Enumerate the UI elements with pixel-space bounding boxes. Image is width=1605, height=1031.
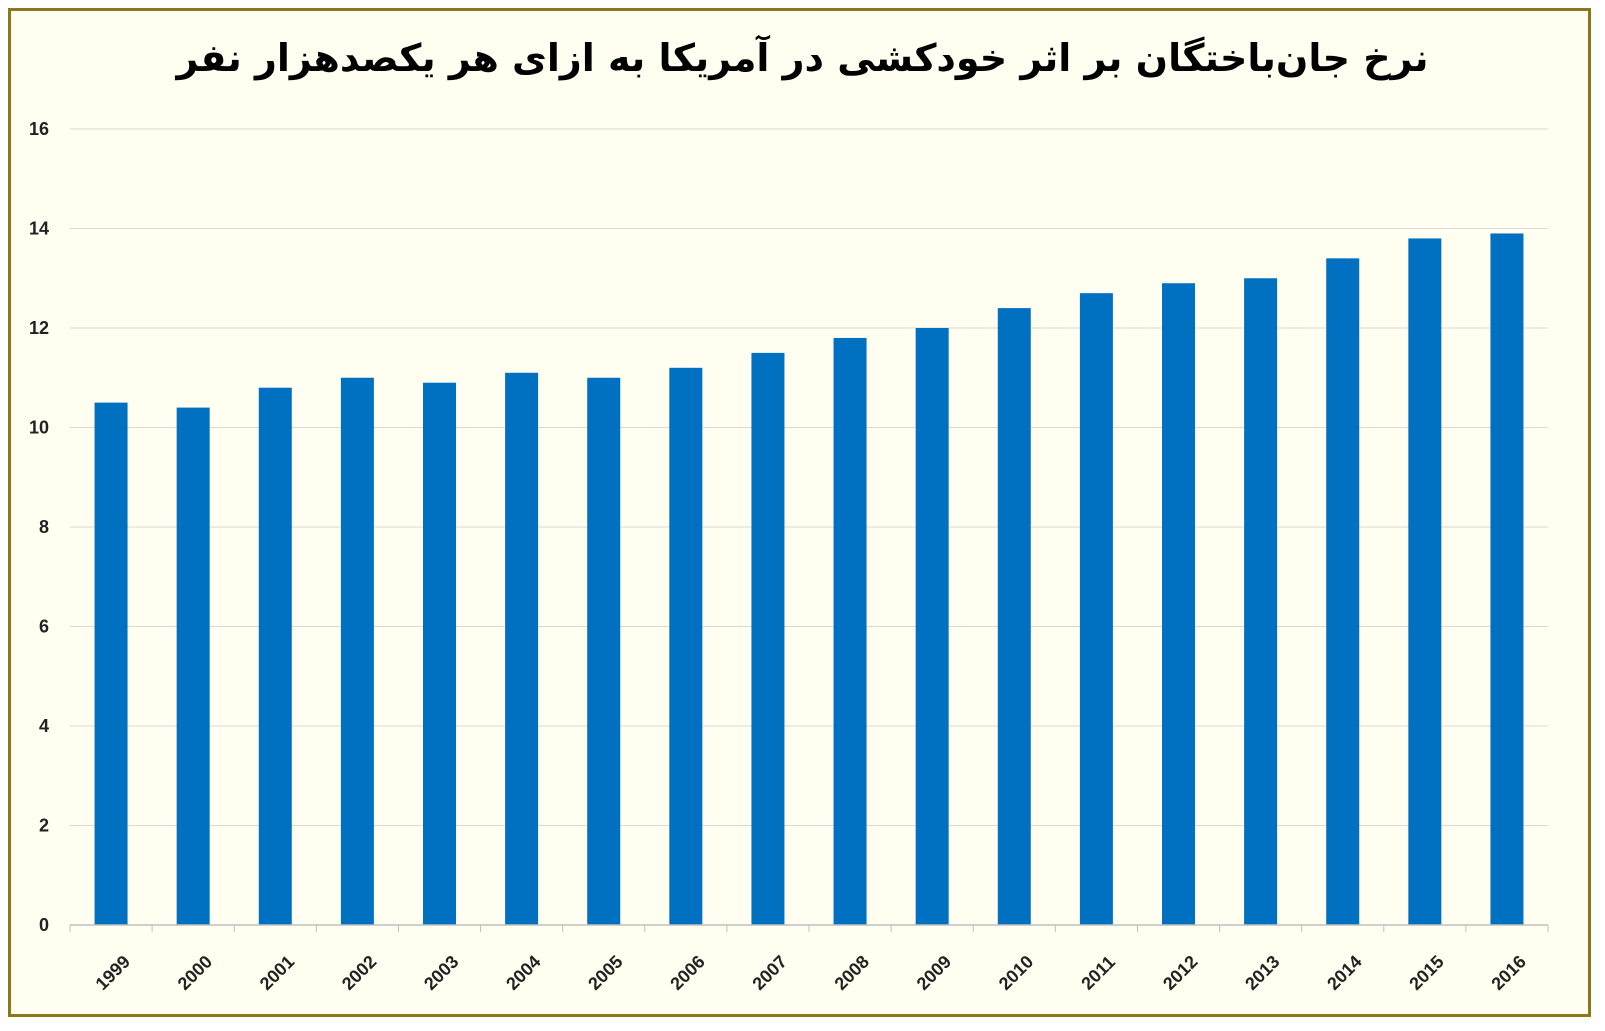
x-axis-labels: 1999 2000 2001 2002 2003 2004 2005 2006 2007 2008… bbox=[92, 952, 1530, 994]
y-tick-label: 14 bbox=[29, 219, 49, 239]
x-tick-label: 2001 bbox=[256, 952, 298, 994]
y-tick-label: 6 bbox=[39, 617, 49, 637]
x-tick-label: 2015 bbox=[1405, 952, 1447, 994]
y-tick-label: 2 bbox=[39, 816, 49, 836]
x-tick-label: 2006 bbox=[666, 952, 708, 994]
bar-2006 bbox=[669, 367, 703, 925]
x-tick-label: 1999 bbox=[92, 952, 134, 994]
x-tick-label: 2004 bbox=[502, 952, 544, 994]
x-tick-label: 2009 bbox=[913, 952, 955, 994]
x-tick-label: 2002 bbox=[338, 952, 380, 994]
gridlines bbox=[70, 128, 1548, 826]
x-tick-label: 2016 bbox=[1487, 952, 1529, 994]
bar-2007 bbox=[751, 352, 785, 925]
chart-title: نرخ جان‌باختگان بر اثر خودکشی در آمریکا … bbox=[176, 36, 1429, 80]
bar-2012 bbox=[1162, 283, 1195, 926]
x-tick-label: 2013 bbox=[1241, 952, 1283, 994]
bar-2005 bbox=[587, 377, 621, 925]
bar-2009 bbox=[915, 328, 949, 925]
x-tick-label: 2014 bbox=[1323, 952, 1365, 994]
bar-2001 bbox=[258, 387, 292, 925]
x-axis bbox=[69, 924, 1549, 932]
x-tick-label: 2010 bbox=[995, 952, 1037, 994]
bar-2008 bbox=[833, 337, 867, 925]
x-tick-label: 2008 bbox=[831, 952, 873, 994]
y-tick-label: 0 bbox=[39, 915, 49, 935]
x-tick-label: 2005 bbox=[584, 952, 626, 994]
bar-2013 bbox=[1244, 278, 1278, 925]
bar-2016 bbox=[1490, 233, 1524, 926]
bar-2010 bbox=[997, 308, 1031, 926]
bar-2002 bbox=[340, 377, 374, 925]
y-tick-label: 8 bbox=[39, 517, 49, 537]
x-tick-label: 2007 bbox=[748, 952, 790, 994]
y-tick-label: 12 bbox=[29, 318, 49, 338]
x-tick-label: 2011 bbox=[1077, 952, 1119, 994]
x-tick-label: 2012 bbox=[1159, 952, 1201, 994]
bar-2000 bbox=[176, 407, 210, 926]
bar-2015 bbox=[1408, 238, 1442, 925]
bars bbox=[94, 233, 1524, 926]
bar-2011 bbox=[1079, 293, 1113, 925]
bar-2014 bbox=[1326, 258, 1360, 926]
y-axis-labels: 0 2 4 6 8 10 12 14 16 bbox=[29, 119, 49, 935]
bar-1999 bbox=[94, 402, 128, 925]
x-tick-label: 2003 bbox=[420, 952, 462, 994]
x-tick-label: 2000 bbox=[174, 952, 216, 994]
y-tick-label: 4 bbox=[39, 716, 49, 736]
bar-2003 bbox=[423, 382, 456, 926]
y-tick-label: 16 bbox=[29, 119, 49, 139]
y-tick-label: 10 bbox=[29, 418, 49, 438]
bar-2004 bbox=[505, 372, 539, 925]
